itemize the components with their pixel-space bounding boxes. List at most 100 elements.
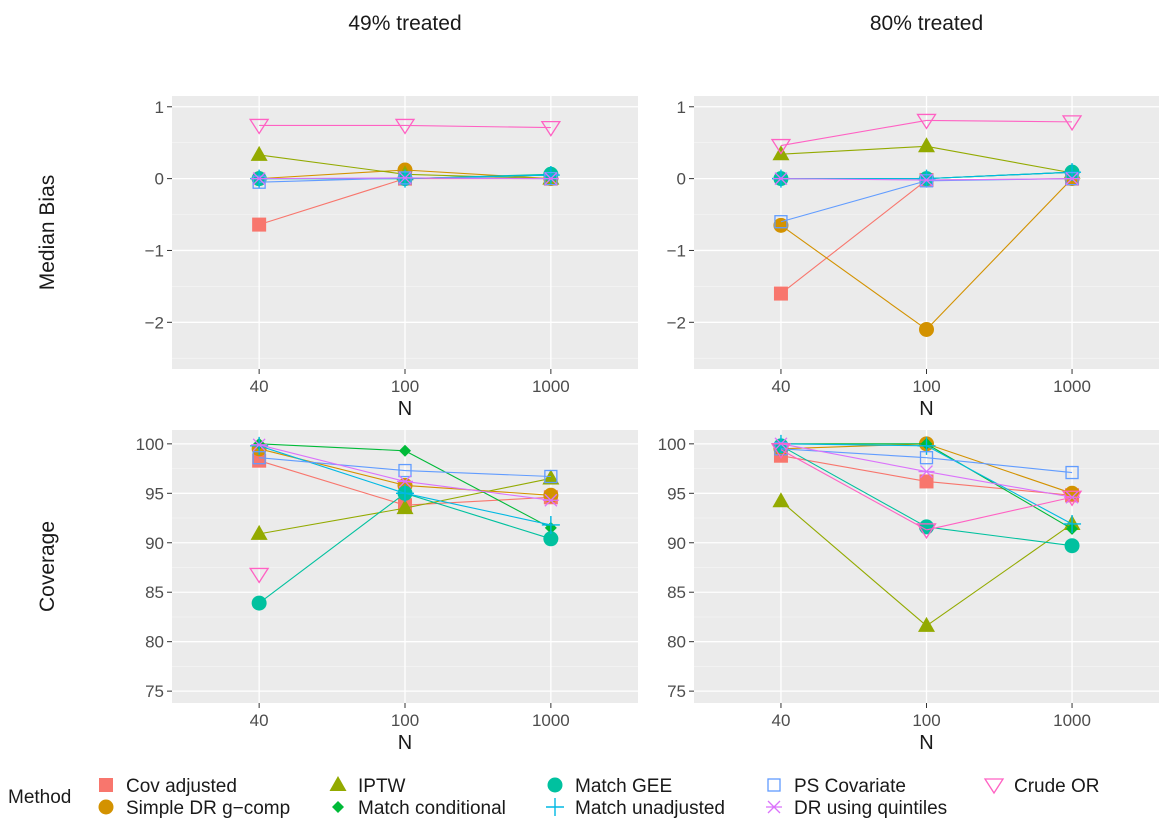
series-match-unadjusted bbox=[250, 436, 560, 534]
data-point bbox=[916, 523, 937, 540]
series-line-segment bbox=[404, 177, 551, 180]
y-tick-label: 100 bbox=[136, 435, 164, 454]
x-tick-label: 40 bbox=[771, 377, 790, 396]
legend-label: DR using quintiles bbox=[794, 798, 947, 819]
series-line-segment bbox=[926, 443, 1073, 530]
data-point bbox=[773, 217, 789, 233]
y-tick-label: 1 bbox=[155, 98, 164, 117]
series-line-segment bbox=[780, 179, 927, 294]
x-tick-label: 40 bbox=[250, 711, 269, 730]
series-line-segment bbox=[780, 145, 927, 155]
series-match-gee bbox=[251, 485, 559, 611]
series-line-segment bbox=[926, 526, 1073, 547]
data-point bbox=[397, 171, 413, 185]
data-point bbox=[919, 321, 934, 337]
series-line-segment bbox=[404, 450, 552, 529]
series-crude-or bbox=[248, 118, 562, 137]
data-point bbox=[1061, 490, 1083, 507]
legend-item-match-unadjusted: Match unadjusted bbox=[546, 798, 725, 819]
data-point bbox=[773, 286, 788, 301]
legend-label: IPTW bbox=[358, 776, 406, 797]
data-point bbox=[919, 451, 934, 465]
legend-label: Match GEE bbox=[575, 776, 672, 797]
series-line-segment bbox=[259, 444, 406, 482]
legend-item-crude-or: Crude OR bbox=[983, 776, 1100, 797]
series-crude-or bbox=[770, 443, 1083, 540]
x-axis-label: N bbox=[398, 732, 412, 754]
data-point bbox=[770, 138, 792, 155]
legend-item-cov-adjusted: Cov adjusted bbox=[99, 776, 237, 797]
legend-key bbox=[546, 798, 564, 816]
series-line-segment bbox=[259, 154, 406, 175]
data-point bbox=[1063, 514, 1082, 533]
data-point bbox=[544, 469, 558, 484]
x-axis-label: N bbox=[919, 732, 933, 754]
data-point bbox=[399, 444, 411, 457]
series-line-segment bbox=[780, 443, 927, 473]
series-line-segment bbox=[259, 457, 406, 472]
data-point bbox=[252, 217, 267, 232]
legend-key bbox=[983, 778, 1005, 795]
data-point bbox=[919, 519, 934, 535]
x-tick-label: 1000 bbox=[532, 377, 570, 396]
y-tick-label: 85 bbox=[145, 583, 164, 602]
data-point bbox=[542, 172, 559, 186]
legend-label: Match conditional bbox=[358, 798, 506, 819]
data-point bbox=[918, 173, 935, 187]
data-point bbox=[397, 474, 413, 488]
data-point bbox=[543, 487, 559, 503]
series-line-segment bbox=[926, 496, 1073, 531]
series-line-segment bbox=[926, 178, 1073, 330]
y-tick-label: 100 bbox=[658, 435, 686, 454]
data-point bbox=[248, 567, 270, 584]
data-point bbox=[250, 145, 268, 161]
series-line-segment bbox=[259, 177, 406, 180]
series-line-segment bbox=[404, 496, 551, 506]
series-line-segment bbox=[404, 169, 551, 180]
legend-label: Simple DR g−comp bbox=[126, 798, 290, 819]
data-point bbox=[252, 175, 266, 189]
series-line-segment bbox=[258, 178, 406, 226]
series-line-segment bbox=[926, 443, 1073, 494]
data-point bbox=[396, 499, 414, 515]
legend-title: Method bbox=[8, 787, 71, 808]
data-point bbox=[396, 484, 414, 503]
legend-item-dr-using-quintiles: DR using quintiles bbox=[766, 798, 947, 819]
y-tick-label: −2 bbox=[667, 313, 686, 332]
x-tick-label: 100 bbox=[912, 711, 940, 730]
legend-key bbox=[767, 778, 781, 792]
series-iptw bbox=[250, 469, 560, 540]
data-point bbox=[251, 438, 268, 452]
series-line-segment bbox=[780, 500, 927, 627]
data-point bbox=[1064, 538, 1080, 554]
data-point bbox=[541, 515, 560, 534]
series-line-segment bbox=[780, 443, 927, 447]
series-dr-using-quintiles bbox=[772, 172, 1081, 187]
legend-key bbox=[332, 801, 344, 813]
data-point bbox=[919, 174, 934, 188]
legend-label: Crude OR bbox=[1014, 776, 1100, 797]
y-tick-label: −2 bbox=[145, 313, 164, 332]
y-tick-label: 90 bbox=[667, 534, 686, 553]
legend-key bbox=[547, 777, 563, 793]
series-line-segment bbox=[780, 455, 927, 482]
series-line-segment bbox=[258, 492, 406, 604]
facet-title-49pct: 49% treated bbox=[348, 12, 461, 35]
row-label-coverage: Coverage bbox=[36, 521, 59, 612]
series-line-segment bbox=[926, 457, 1073, 474]
y-tick-label: 75 bbox=[667, 682, 686, 701]
series-line-segment bbox=[926, 119, 1073, 123]
series-line-segment bbox=[259, 507, 406, 535]
legend-key bbox=[98, 799, 114, 815]
y-tick-label: 0 bbox=[155, 170, 164, 189]
series-line-segment bbox=[926, 145, 1073, 174]
data-point bbox=[542, 493, 559, 507]
y-tick-label: −1 bbox=[667, 241, 686, 260]
data-point bbox=[774, 215, 788, 229]
y-tick-label: 80 bbox=[145, 633, 164, 652]
data-point bbox=[398, 463, 412, 478]
series-line-segment bbox=[780, 224, 927, 330]
x-tick-label: 100 bbox=[912, 377, 940, 396]
data-point bbox=[770, 443, 792, 459]
x-tick-label: 40 bbox=[250, 377, 269, 396]
